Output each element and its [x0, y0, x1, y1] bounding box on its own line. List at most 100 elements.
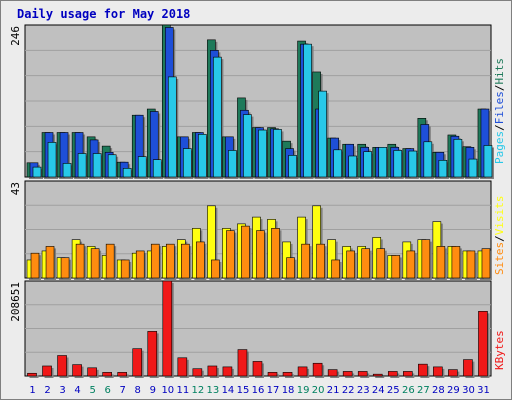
bar-kbytes-day-5 [87, 367, 97, 377]
bar-kbytes-day-29 [448, 369, 458, 377]
bar-kbytes-day-4 [72, 364, 82, 377]
bar-pages-day-17 [273, 129, 282, 178]
legend-item-visits: Visits [493, 196, 506, 236]
bar-pages-day-25 [393, 150, 403, 178]
x-tick-label-day-5: 5 [89, 385, 95, 396]
bar-sites-day-10 [165, 243, 175, 279]
x-tick-label-day-30: 30 [462, 385, 475, 396]
bar-kbytes-day-28 [433, 366, 443, 377]
x-tick-label-day-26: 26 [402, 385, 415, 396]
bar-kbytes-day-19 [297, 366, 308, 377]
bar-sites-day-18 [286, 257, 295, 279]
x-tick-label-day-13: 13 [207, 385, 220, 396]
legend-separator: / [493, 124, 506, 131]
bar-sites-day-24 [376, 248, 386, 279]
bar-kbytes-day-23 [357, 371, 368, 377]
panel-1-max-label: 246 [9, 26, 22, 46]
bar-kbytes-day-8 [132, 348, 143, 377]
bar-pages-day-14 [228, 150, 237, 178]
bar-kbytes-day-1-shadow [29, 375, 39, 378]
bar-sites-day-1 [30, 252, 40, 279]
x-tick-label-day-22: 22 [342, 385, 355, 396]
legend-item-kbytes: KBytes [493, 330, 506, 370]
bar-kbytes-day-17 [267, 372, 278, 377]
bar-sites-day-23 [361, 248, 371, 279]
bar-sites-day-12 [196, 241, 205, 279]
bar-sites-day-16 [256, 230, 265, 279]
bar-pages-day-19 [303, 43, 312, 178]
bar-sites-day-31 [481, 248, 491, 279]
chart-title: Daily usage for May 2018 [17, 7, 190, 21]
x-tick-label-day-29: 29 [447, 385, 460, 396]
x-tick-label-day-9: 9 [150, 385, 156, 396]
bar-kbytes-day-9 [147, 331, 158, 377]
bar-kbytes-day-21 [327, 369, 338, 377]
bar-kbytes-day-18 [282, 372, 293, 377]
bar-kbytes-day-26 [403, 371, 413, 377]
legend-panel-3: KBytes [493, 330, 506, 370]
bar-pages-day-23 [363, 151, 373, 178]
bar-kbytes-day-10 [162, 280, 173, 377]
bar-sites-day-9 [150, 243, 160, 279]
x-tick-label-day-14: 14 [222, 385, 235, 396]
bar-kbytes-day-24-shadow [375, 376, 385, 378]
x-tick-label-day-31: 31 [477, 385, 490, 396]
x-tick-label-day-16: 16 [252, 385, 265, 396]
bar-kbytes-day-6 [102, 372, 112, 377]
bar-sites-day-13 [211, 259, 220, 279]
bar-kbytes-day-7 [117, 372, 127, 377]
bar-sites-day-2 [45, 246, 55, 279]
x-tick-label-day-18: 18 [282, 385, 295, 396]
bar-sites-day-15 [241, 225, 250, 279]
bar-pages-day-9 [152, 159, 162, 178]
bar-sites-day-29 [451, 246, 461, 279]
bar-pages-day-11 [183, 148, 192, 178]
x-tick-label-day-12: 12 [192, 385, 205, 396]
bar-sites-day-25 [391, 255, 401, 279]
bar-pages-day-26 [408, 150, 418, 178]
bar-pages-day-8 [137, 156, 147, 178]
bar-sites-day-4 [75, 243, 85, 279]
bar-sites-day-20 [316, 243, 325, 279]
bar-kbytes-day-2 [42, 365, 52, 377]
x-tick-label-day-17: 17 [267, 385, 280, 396]
bar-kbytes-day-14 [222, 366, 233, 377]
x-tick-label-day-28: 28 [432, 385, 445, 396]
bar-pages-day-12 [198, 134, 207, 178]
bar-kbytes-day-12 [192, 368, 203, 377]
panel-2-max-label: 43 [9, 182, 22, 195]
bar-kbytes-day-25 [387, 371, 398, 377]
x-tick-label-day-4: 4 [74, 385, 80, 396]
legend-item-pages: Pages [493, 131, 506, 164]
bar-sites-day-26 [406, 250, 416, 279]
bar-sites-day-21 [331, 259, 340, 279]
x-tick-label-day-23: 23 [357, 385, 370, 396]
x-tick-label-day-7: 7 [120, 385, 126, 396]
bar-kbytes-day-27 [418, 363, 428, 377]
bar-pages-day-16 [258, 129, 267, 178]
bar-sites-day-8 [135, 250, 145, 279]
bar-pages-day-18 [288, 155, 297, 178]
panel-3-max-label: 208651 [9, 282, 22, 322]
bar-pages-day-29 [453, 139, 463, 178]
x-tick-label-day-25: 25 [387, 385, 400, 396]
bar-kbytes-day-13 [207, 365, 218, 377]
bar-pages-day-6 [107, 154, 117, 178]
bar-kbytes-day-11 [177, 357, 188, 377]
bar-pages-day-15 [243, 114, 252, 178]
bar-pages-day-30 [468, 158, 478, 178]
bar-pages-day-3 [62, 163, 72, 178]
bar-pages-day-1 [32, 166, 42, 178]
bar-sites-day-19 [301, 243, 310, 279]
bar-pages-day-28 [438, 160, 448, 178]
bar-pages-day-2 [47, 142, 57, 178]
x-tick-label-day-6: 6 [104, 385, 110, 396]
bar-kbytes-day-22 [342, 371, 353, 377]
x-tick-label-day-20: 20 [312, 385, 325, 396]
bar-pages-day-24 [378, 147, 388, 178]
x-tick-label-day-24: 24 [372, 385, 385, 396]
x-tick-label-day-21: 21 [327, 385, 340, 396]
legend-panel-2: Sites/Visits [493, 196, 506, 276]
